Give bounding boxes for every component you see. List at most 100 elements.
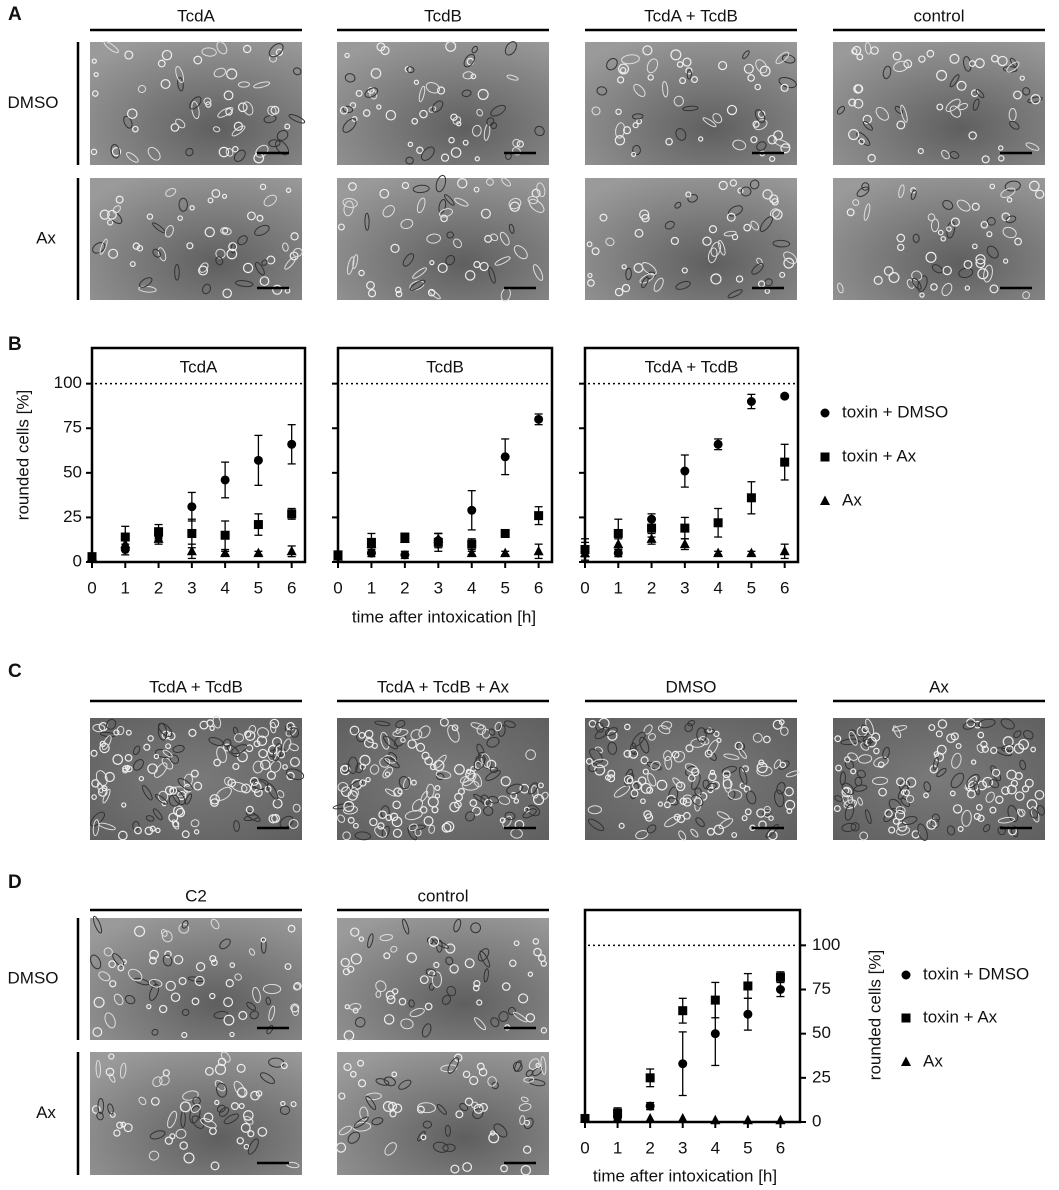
- y-tick-label: 50: [812, 1023, 831, 1042]
- cell: [436, 773, 445, 781]
- cell: [473, 1103, 484, 1114]
- cell: [513, 1011, 528, 1023]
- cell: [519, 1115, 526, 1126]
- cell: [237, 102, 248, 113]
- cell: [687, 194, 698, 203]
- cell: [152, 808, 163, 821]
- cell: [586, 241, 593, 248]
- marker: [743, 981, 753, 991]
- cell: [975, 89, 985, 99]
- cell: [343, 1062, 352, 1072]
- cell: [587, 818, 605, 832]
- cell: [225, 979, 234, 988]
- cell: [403, 777, 412, 790]
- cell: [112, 754, 124, 765]
- cell: [347, 756, 359, 774]
- cell: [864, 42, 872, 55]
- cell: [926, 49, 935, 58]
- cell: [104, 1012, 116, 1029]
- cell: [455, 1110, 464, 1119]
- cell: [990, 54, 999, 63]
- marker: [780, 391, 790, 401]
- cell: [599, 213, 608, 222]
- cell: [392, 828, 403, 838]
- cell: [209, 992, 216, 1000]
- cell: [382, 766, 394, 779]
- cell: [632, 144, 641, 156]
- cell: [952, 804, 963, 814]
- cell: [968, 60, 976, 67]
- marker: [467, 539, 477, 549]
- cell: [353, 1116, 369, 1129]
- x-tick-label: 2: [647, 578, 656, 597]
- cell: [1029, 180, 1040, 192]
- cell: [263, 194, 277, 207]
- cell: [453, 918, 462, 933]
- row-label: DMSO: [8, 968, 59, 987]
- cell: [378, 810, 387, 819]
- cell: [421, 1023, 432, 1038]
- cell: [233, 121, 244, 131]
- cell: [92, 242, 106, 254]
- cell: [472, 124, 482, 137]
- marker: [680, 466, 690, 476]
- cell: [101, 735, 112, 751]
- cell: [389, 812, 399, 822]
- x-tick-label: 0: [87, 578, 96, 597]
- cell: [236, 1137, 244, 1145]
- cell: [129, 261, 136, 268]
- micrograph: [337, 918, 549, 1041]
- cell: [255, 144, 269, 158]
- column-title: DMSO: [666, 677, 717, 696]
- cell: [989, 284, 999, 294]
- cell: [587, 805, 602, 815]
- cell: [786, 807, 793, 814]
- cell: [780, 143, 791, 154]
- cell: [247, 1138, 259, 1155]
- cell: [350, 927, 360, 937]
- cell: [722, 778, 733, 789]
- cell: [398, 997, 407, 1006]
- cell: [673, 750, 686, 763]
- cell: [170, 123, 180, 132]
- cell: [119, 1062, 127, 1079]
- cell: [355, 89, 363, 97]
- cell: [532, 938, 540, 945]
- cell: [175, 1128, 187, 1139]
- cell: [223, 743, 232, 752]
- cell: [711, 780, 720, 790]
- cell: [499, 817, 506, 824]
- cell: [694, 787, 702, 796]
- cell: [408, 999, 415, 1008]
- cell: [522, 808, 537, 819]
- cell: [946, 733, 956, 744]
- cell: [419, 975, 429, 985]
- cell: [1006, 61, 1020, 73]
- cell: [917, 823, 928, 841]
- cell: [238, 1102, 245, 1110]
- cell: [272, 284, 283, 295]
- cell: [691, 767, 700, 777]
- cell: [395, 719, 406, 729]
- cell: [106, 219, 114, 226]
- cell: [951, 752, 962, 769]
- x-tick-label: 6: [780, 578, 789, 597]
- cell: [223, 1113, 239, 1125]
- cell: [413, 79, 420, 85]
- cell: [359, 1106, 369, 1121]
- cell: [288, 819, 299, 829]
- cell: [200, 1117, 217, 1129]
- cell: [727, 289, 743, 299]
- cell: [246, 211, 256, 221]
- cell: [192, 1096, 201, 1106]
- cell: [635, 830, 649, 840]
- cell: [400, 737, 406, 743]
- cell: [115, 195, 124, 204]
- cell: [342, 197, 358, 209]
- cell: [354, 1017, 366, 1028]
- micrograph-bg: [585, 178, 797, 300]
- marker: [467, 505, 477, 515]
- marker: [647, 523, 657, 533]
- column-title: TcdA: [177, 6, 215, 25]
- cell: [146, 1003, 152, 1010]
